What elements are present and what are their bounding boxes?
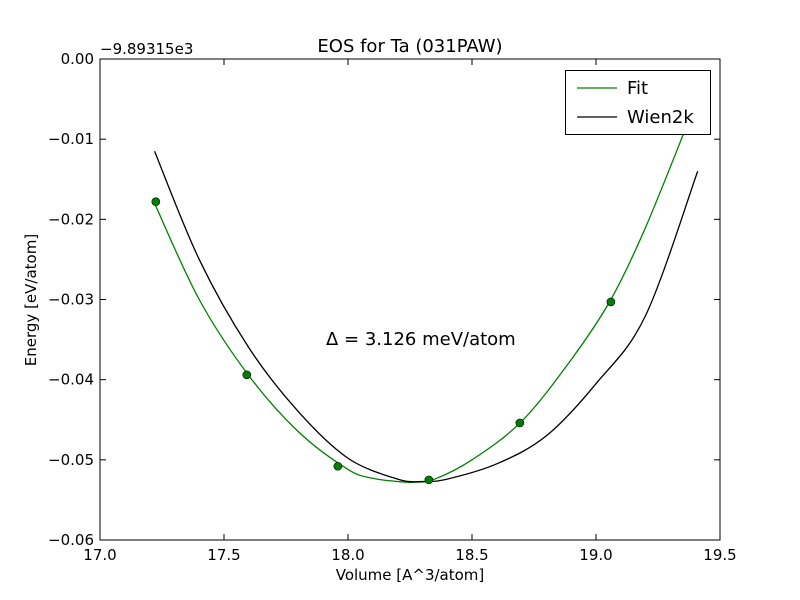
x-tick-label: 18.0 xyxy=(331,546,364,564)
legend-box xyxy=(565,70,711,135)
data-point xyxy=(242,370,252,380)
legend-label-fit: Fit xyxy=(627,78,648,99)
x-tick-label: 17.0 xyxy=(83,546,116,564)
series-line-wien2k xyxy=(153,150,699,483)
data-point xyxy=(424,475,434,485)
data-point xyxy=(606,297,616,307)
y-tick-label: −0.05 xyxy=(48,451,94,469)
data-point xyxy=(515,418,525,428)
y-tick-label: 0.00 xyxy=(61,50,94,68)
x-axis-label: Volume [A^3/atom] xyxy=(336,566,485,584)
x-tick-label: 19.5 xyxy=(703,546,736,564)
y-tick-label: −0.06 xyxy=(48,531,94,549)
legend-label-wien2k: Wien2k xyxy=(627,107,694,128)
y-tick-label: −0.04 xyxy=(48,371,94,389)
y-axis-label: Energy [eV/atom] xyxy=(22,234,40,366)
x-tick-label: 18.5 xyxy=(455,546,488,564)
y-tick-label: −0.02 xyxy=(48,210,94,228)
y-offset-text: −9.89315e3 xyxy=(100,40,193,58)
data-point xyxy=(151,197,161,206)
data-point xyxy=(333,461,343,471)
x-tick-label: 17.5 xyxy=(207,546,240,564)
y-tick-label: −0.01 xyxy=(48,130,94,148)
series-group xyxy=(151,122,699,485)
delta-annotation: Δ = 3.126 meV/atom xyxy=(326,329,516,350)
y-tick-label: −0.03 xyxy=(48,291,94,309)
chart-title: EOS for Ta (031PAW) xyxy=(317,36,502,57)
x-tick-label: 19.0 xyxy=(579,546,612,564)
plot-area: 17.0 17.5 18.0 18.5 19.0 19.5 0.00 −0.01 −0.02 −0… xyxy=(48,50,737,564)
legend: Fit Wien2k xyxy=(565,70,711,135)
